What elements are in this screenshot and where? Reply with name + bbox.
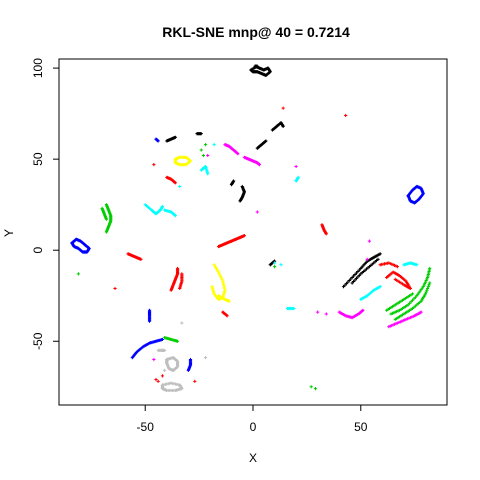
data-point	[206, 153, 210, 158]
data-point	[225, 314, 229, 318]
data-point	[175, 339, 180, 343]
y-tick-label: 100	[31, 58, 45, 78]
data-point	[156, 139, 160, 143]
data-point	[104, 230, 109, 234]
data-point	[253, 64, 257, 68]
data-point	[367, 239, 371, 243]
data-point	[180, 272, 184, 276]
data-point	[376, 257, 380, 261]
data-point	[180, 321, 184, 325]
data-point	[199, 132, 203, 136]
x-tick-label: -50	[137, 420, 155, 434]
data-point	[272, 265, 277, 269]
data-points	[70, 64, 432, 393]
data-point	[173, 157, 177, 161]
data-point	[163, 368, 167, 372]
data-point	[104, 217, 109, 221]
data-point	[139, 257, 143, 261]
data-point	[419, 310, 423, 314]
data-point	[279, 263, 283, 267]
data-point	[113, 286, 117, 291]
data-point	[272, 261, 277, 265]
data-point	[423, 292, 428, 296]
data-point	[152, 163, 156, 167]
data-point	[227, 299, 231, 303]
plot-area-border	[58, 58, 448, 406]
data-point	[173, 181, 177, 185]
data-point	[426, 285, 430, 289]
data-point	[427, 283, 431, 287]
x-axis: -50 0 50	[137, 404, 368, 434]
data-point	[178, 184, 182, 189]
data-point	[313, 387, 318, 391]
data-point	[232, 179, 236, 183]
data-point	[165, 357, 169, 362]
data-point	[212, 142, 216, 147]
data-point	[152, 357, 156, 362]
y-tick-label: -50	[31, 332, 45, 350]
x-tick-label: 0	[250, 420, 257, 434]
data-point	[316, 310, 320, 314]
data-point	[264, 139, 268, 143]
data-point	[324, 312, 328, 316]
data-point	[156, 379, 160, 383]
y-tick-label: 50	[31, 152, 45, 166]
data-point	[395, 265, 400, 269]
data-point	[324, 232, 328, 236]
data-point	[255, 210, 259, 214]
data-point	[426, 286, 430, 291]
data-point	[193, 379, 197, 383]
data-point	[70, 241, 74, 245]
data-point	[160, 337, 165, 342]
data-point	[428, 281, 432, 285]
data-point	[160, 374, 165, 378]
data-point	[76, 272, 80, 276]
data-point	[406, 193, 410, 198]
x-tick-label: 50	[354, 420, 368, 434]
y-axis: -50 0 50 100	[31, 58, 60, 350]
data-point	[203, 356, 208, 360]
data-point	[199, 148, 203, 152]
data-point	[428, 266, 432, 271]
data-point	[186, 368, 190, 372]
data-point	[147, 319, 152, 323]
data-point	[173, 214, 177, 218]
data-point	[378, 285, 382, 289]
data-point	[160, 383, 165, 387]
data-point	[361, 308, 365, 312]
data-point	[292, 306, 296, 311]
data-point	[296, 175, 300, 179]
data-point	[344, 113, 348, 118]
data-point	[238, 199, 242, 203]
data-point	[257, 163, 262, 167]
data-point	[365, 257, 369, 261]
data-point	[378, 252, 382, 256]
x-axis-label: X	[249, 451, 257, 465]
data-point	[201, 153, 206, 158]
y-tick-label: 0	[31, 247, 45, 254]
data-point	[425, 288, 429, 292]
data-point	[163, 348, 167, 352]
y-axis-label: Y	[2, 229, 16, 237]
data-point	[410, 292, 415, 296]
data-point	[175, 266, 180, 271]
data-point	[424, 290, 428, 294]
data-point	[309, 385, 313, 389]
data-point	[393, 277, 397, 281]
data-point	[242, 234, 246, 238]
chart-title: RKL-SNE mnp@ 40 = 0.7214	[162, 24, 350, 40]
data-point	[160, 204, 165, 209]
data-point	[203, 142, 208, 147]
data-point	[281, 124, 285, 128]
data-point	[154, 377, 158, 382]
data-point	[294, 164, 298, 169]
data-point	[206, 172, 210, 176]
data-point	[173, 135, 177, 139]
data-point	[210, 285, 214, 289]
data-point	[415, 263, 419, 267]
data-point	[281, 106, 285, 110]
data-point	[236, 152, 240, 156]
